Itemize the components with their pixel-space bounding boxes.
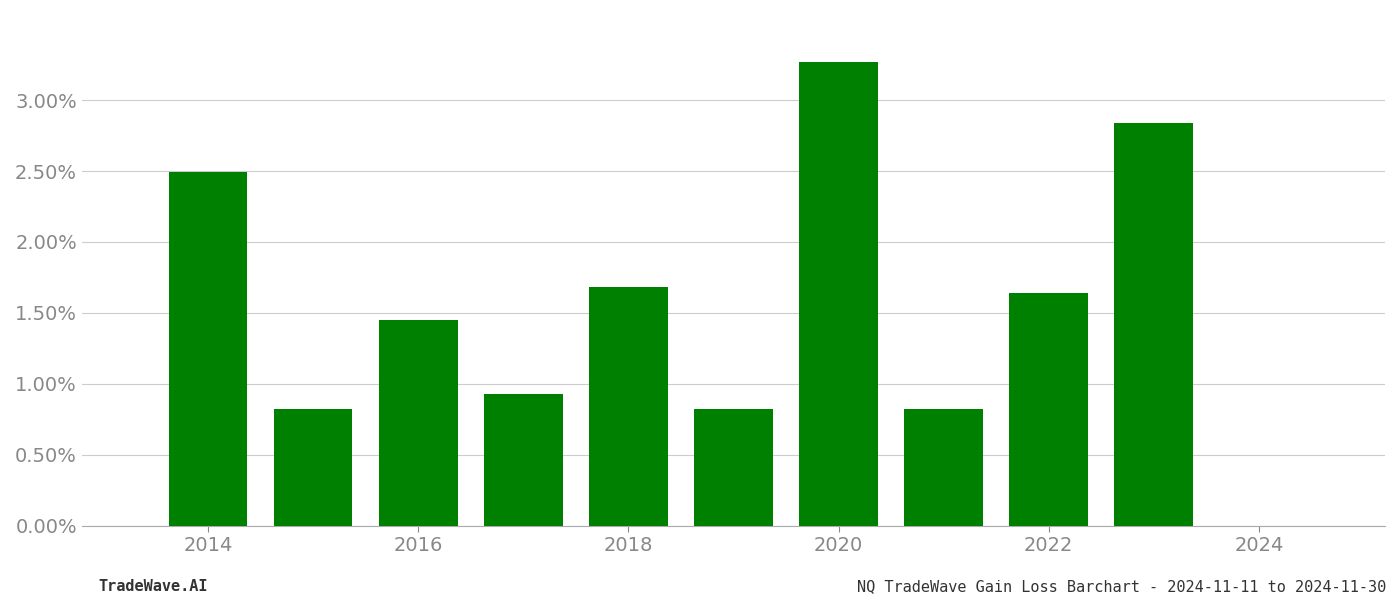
Text: TradeWave.AI: TradeWave.AI bbox=[98, 579, 207, 594]
Bar bbox=[589, 287, 668, 526]
Bar bbox=[1009, 293, 1088, 526]
Bar bbox=[484, 394, 563, 526]
Bar bbox=[799, 62, 878, 526]
Bar bbox=[1114, 123, 1193, 526]
Bar bbox=[168, 172, 248, 526]
Bar bbox=[904, 409, 983, 526]
Text: NQ TradeWave Gain Loss Barchart - 2024-11-11 to 2024-11-30: NQ TradeWave Gain Loss Barchart - 2024-1… bbox=[857, 579, 1386, 594]
Bar bbox=[694, 409, 773, 526]
Bar bbox=[273, 409, 353, 526]
Bar bbox=[379, 320, 458, 526]
